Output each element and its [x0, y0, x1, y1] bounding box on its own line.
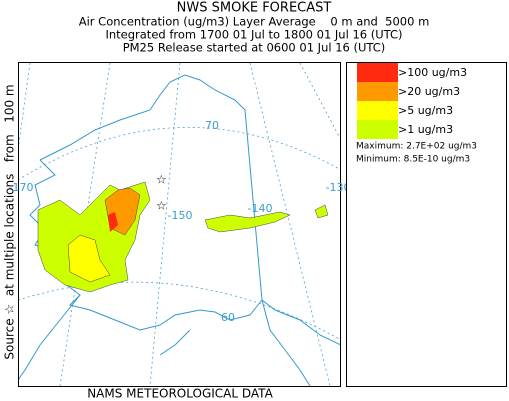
legend-swatch: [357, 63, 398, 82]
plume-level: [108, 212, 118, 232]
plume-level: [67, 234, 111, 283]
legend-swatch: [357, 82, 398, 101]
plume-level: [204, 211, 291, 233]
source-marker: ☆: [156, 199, 167, 213]
grid-label: 70: [205, 119, 219, 132]
footer: NAMS METEOROLOGICAL DATA: [87, 387, 273, 401]
map: ☆ ☆ 70 -170 -150 -140 -130 60: [9, 62, 351, 387]
subtitle: PM25 Release started at 0600 01 Jul 16 (…: [123, 41, 386, 55]
subtitle: Air Concentration (ug/m3) Layer Average …: [79, 15, 430, 29]
smoke-plume: [37, 181, 329, 293]
minimum: Minimum: 8.5E-10 ug/m3: [356, 155, 470, 165]
legend-label: >1 ug/m3: [398, 123, 453, 136]
grid-label: -140: [248, 202, 273, 215]
grid-label: -170: [9, 181, 34, 194]
grid-label: 60: [221, 311, 235, 324]
maximum: Maximum: 2.7E+02 ug/m3: [356, 142, 477, 152]
legend: Maximum: 2.7E+02 ug/m3 Minimum: 8.5E-10 …: [346, 62, 507, 387]
legend-label: >100 ug/m3: [398, 66, 467, 79]
grid-label: -150: [168, 209, 193, 222]
plume-level: [314, 204, 329, 219]
legend-swatch: [357, 101, 398, 120]
grid-label: -130: [326, 181, 351, 194]
legend-swatch: [357, 120, 398, 139]
title: NWS SMOKE FORECAST: [177, 1, 332, 16]
legend-label: >5 ug/m3: [398, 104, 453, 117]
side-label: Source ☆ at multiple locations from 100 …: [3, 84, 17, 359]
legend-label: >20 ug/m3: [398, 85, 460, 98]
source-marker: ☆: [156, 173, 167, 187]
subtitle: Integrated from 1700 01 Jul to 1800 01 J…: [105, 28, 402, 42]
